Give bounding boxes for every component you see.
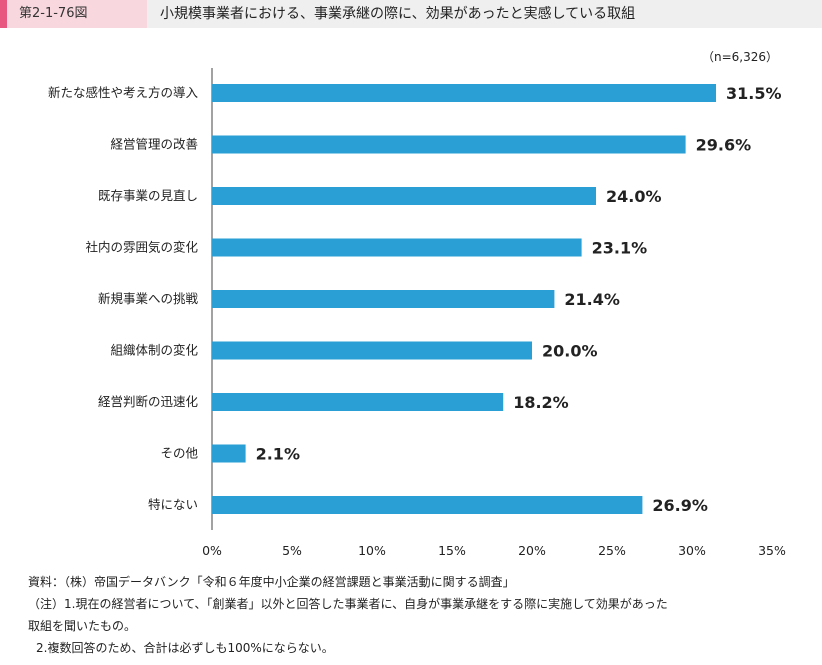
category-label: 社内の雰囲気の変化 — [85, 240, 198, 255]
category-label: 特にない — [148, 497, 198, 512]
x-tick-label: 10% — [358, 543, 386, 558]
bar — [212, 444, 246, 463]
value-label: 18.2% — [513, 393, 569, 412]
value-label: 31.5% — [726, 84, 782, 103]
value-label: 29.6% — [696, 136, 752, 155]
x-tick-label: 30% — [678, 543, 706, 558]
x-tick-label: 0% — [202, 543, 222, 558]
sample-size-note: （n=6,326） — [701, 50, 778, 64]
note-1-line-1: （注）1.現在の経営者について、「創業者」以外と回答した事業者に、自身が事業承継… — [28, 597, 668, 611]
category-label: その他 — [160, 446, 198, 461]
figure-footer: 資料：（株）帝国データバンク「令和６年度中小企業の経営課題と事業活動に関する調査… — [28, 574, 798, 662]
x-tick-label: 20% — [518, 543, 546, 558]
category-label: 新規事業への挑戦 — [98, 291, 199, 306]
x-tick-label: 15% — [438, 543, 466, 558]
category-label: 組織体制の変化 — [110, 343, 198, 358]
bar — [212, 496, 643, 514]
x-tick-label: 5% — [282, 543, 302, 558]
bar — [212, 238, 582, 257]
figure-header: 第2-1-76図 小規模事業者における、事業承継の際に、効果があったと実感してい… — [0, 0, 822, 28]
category-label: 新たな感性や考え方の導入 — [48, 85, 199, 100]
header-accent — [0, 0, 7, 28]
value-label: 26.9% — [652, 496, 708, 515]
note-1-line-2: 取組を聞いたもの。 — [28, 619, 137, 633]
category-label: 既存事業の見直し — [98, 188, 198, 203]
bar — [212, 290, 555, 308]
bar — [212, 84, 716, 102]
category-label: 経営管理の改善 — [110, 137, 198, 152]
category-label: 経営判断の迅速化 — [98, 394, 199, 409]
source-note: 資料：（株）帝国データバンク「令和６年度中小企業の経営課題と事業活動に関する調査… — [28, 575, 515, 589]
value-label: 21.4% — [564, 290, 620, 309]
value-label: 23.1% — [592, 239, 648, 258]
x-tick-label: 25% — [598, 543, 626, 558]
value-label: 24.0% — [606, 187, 662, 206]
note-2: 2.複数回答のため、合計は必ずしも100%にならない。 — [36, 641, 334, 655]
bar-chart: 新たな感性や考え方の導入 31.5% 経営管理の改善 29.6% 既存事業の見直し 24.… — [48, 68, 786, 558]
bar — [212, 341, 532, 360]
bar — [212, 393, 504, 411]
value-label: 20.0% — [542, 342, 598, 361]
x-tick-label: 35% — [758, 543, 786, 558]
value-label: 2.1% — [256, 445, 300, 464]
figure-number: 第2-1-76図 — [7, 0, 147, 28]
bar — [212, 187, 596, 205]
bar — [212, 135, 686, 154]
figure-title: 小規模事業者における、事業承継の際に、効果があったと実感している取組 — [160, 6, 636, 22]
